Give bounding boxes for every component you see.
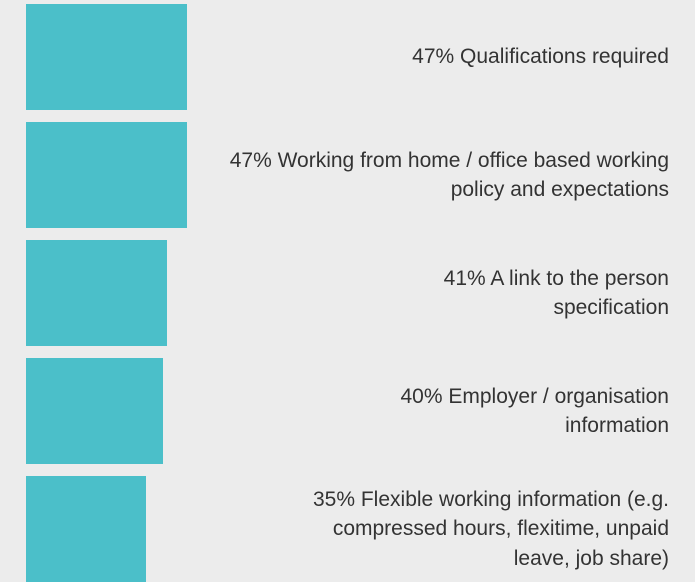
- bar: [26, 358, 164, 464]
- category-label: A link to the person specification: [490, 266, 669, 319]
- label-text: 40% Employer / organisation information: [349, 382, 670, 441]
- label-text: 47% Working from home / office based wor…: [229, 146, 669, 205]
- bar-label: 47% Qualifications required: [189, 4, 669, 110]
- category-label: Working from home / office based working…: [277, 148, 669, 201]
- value-label: 47%: [229, 148, 272, 172]
- label-text: 47% Qualifications required: [189, 42, 669, 71]
- category-label: Employer / organisation information: [448, 384, 669, 437]
- value-label: 40%: [400, 384, 443, 408]
- bar: [26, 4, 188, 110]
- label-text: 41% A link to the person specification: [369, 264, 669, 323]
- category-label: Flexible working information (e.g. compr…: [332, 487, 669, 570]
- value-label: 35%: [312, 487, 356, 511]
- label-text: 35% Flexible working information (e.g. c…: [309, 485, 669, 573]
- value-label: 41%: [443, 266, 486, 290]
- value-label: 47%: [412, 45, 455, 69]
- bar-label: 47% Working from home / office based wor…: [229, 122, 669, 228]
- category-label: Qualifications required: [460, 45, 669, 69]
- bar-label: 41% A link to the person specification: [369, 240, 669, 346]
- bar-label: 40% Employer / organisation information: [349, 358, 670, 464]
- bar-label: 35% Flexible working information (e.g. c…: [309, 476, 669, 582]
- bar: [26, 476, 147, 582]
- bar: [26, 122, 188, 228]
- bar: [26, 240, 167, 346]
